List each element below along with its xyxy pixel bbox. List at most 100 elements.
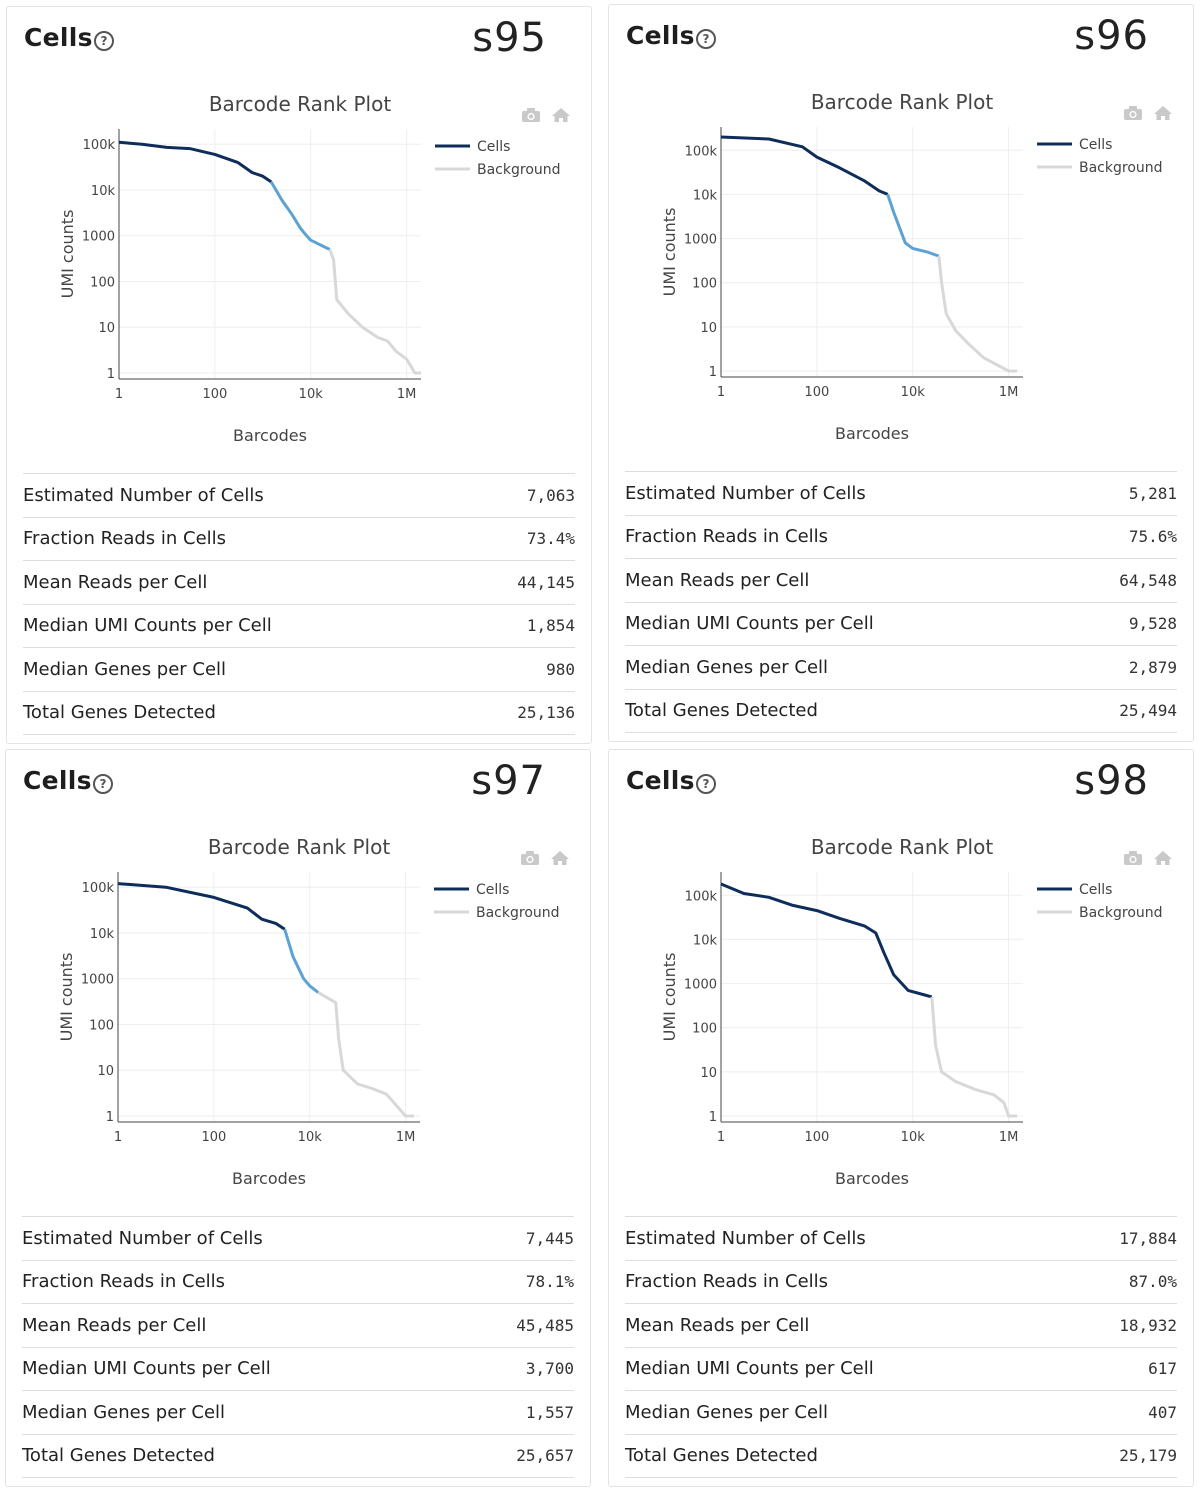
x-tick-label: 100 bbox=[201, 1130, 226, 1145]
legend-entry[interactable]: Background bbox=[1079, 160, 1163, 176]
stat-value: 980 bbox=[546, 659, 575, 679]
barcode-rank-chart: Barcode Rank Plot 1 100 10k 1M 1 10 100 1000 10k… bbox=[6, 750, 592, 1210]
camera-icon[interactable] bbox=[1123, 105, 1143, 121]
legend-entry[interactable]: Cells bbox=[1079, 882, 1112, 898]
x-axis-title: Barcodes bbox=[232, 1169, 306, 1188]
chart-modebar bbox=[514, 850, 570, 871]
help-icon[interactable]: ? bbox=[696, 29, 716, 49]
stat-label: Fraction Reads in Cells bbox=[22, 1271, 226, 1293]
stat-label: Median Genes per Cell bbox=[22, 1401, 226, 1423]
stat-row: Mean Reads per Cell 18,932 bbox=[625, 1303, 1177, 1347]
stat-row: Estimated Number of Cells 17,884 bbox=[625, 1216, 1177, 1260]
chart-legend: Cells Background bbox=[435, 139, 561, 178]
stat-row: Median UMI Counts per Cell 3,700 bbox=[22, 1346, 574, 1391]
home-icon[interactable] bbox=[551, 107, 571, 123]
stat-row: Median UMI Counts per Cell 617 bbox=[625, 1346, 1177, 1391]
chart-modebar bbox=[515, 107, 571, 128]
x-tick-label: 1M bbox=[999, 385, 1019, 400]
chart-canvas[interactable]: 1 100 10k 1M 1 10 100 1000 10k 100k Barcodes UMI co… bbox=[6, 750, 592, 1210]
stat-row: Mean Reads per Cell 44,145 bbox=[23, 560, 575, 604]
y-axis-title: UMI counts bbox=[660, 953, 679, 1042]
x-tick-label: 100 bbox=[202, 387, 227, 402]
stat-value: 7,063 bbox=[526, 485, 575, 505]
y-axis-title: UMI counts bbox=[57, 953, 76, 1042]
stat-value: 2,879 bbox=[1128, 657, 1177, 677]
stat-row: Estimated Number of Cells 7,445 bbox=[22, 1216, 574, 1260]
stats-table: Estimated Number of Cells 7,445 Fraction… bbox=[22, 1216, 574, 1478]
stat-label: Fraction Reads in Cells bbox=[625, 1271, 829, 1293]
stat-row: Fraction Reads in Cells 73.4% bbox=[23, 516, 575, 561]
x-tick-label: 10k bbox=[901, 1130, 926, 1145]
cells-series-line bbox=[118, 140, 273, 184]
stat-row: Fraction Reads in Cells 87.0% bbox=[625, 1259, 1177, 1304]
stat-label: Median UMI Counts per Cell bbox=[625, 613, 874, 635]
cells-panel: Cells ? s97 Barcode Rank Plot 1 100 10k 1M 1… bbox=[5, 749, 591, 1487]
camera-icon[interactable] bbox=[521, 107, 541, 123]
background-series-line bbox=[317, 991, 414, 1118]
x-axis-title: Barcodes bbox=[233, 426, 307, 445]
legend-entry[interactable]: Cells bbox=[1079, 137, 1112, 153]
stat-value: 25,179 bbox=[1119, 1446, 1177, 1466]
home-icon[interactable] bbox=[1153, 850, 1173, 866]
stat-value: 1,854 bbox=[526, 616, 575, 636]
stat-label: Estimated Number of Cells bbox=[625, 482, 866, 504]
stat-label: Estimated Number of Cells bbox=[22, 1227, 263, 1249]
stat-value: 18,932 bbox=[1119, 1315, 1177, 1335]
camera-icon[interactable] bbox=[1123, 850, 1143, 866]
y-tick-label: 10k bbox=[693, 933, 718, 948]
y-tick-label: 100k bbox=[685, 144, 718, 159]
y-tick-label: 10 bbox=[700, 321, 717, 336]
chart-canvas[interactable]: 1 100 10k 1M 1 10 100 1000 10k 100k Barcodes UMI co… bbox=[609, 5, 1195, 465]
chart-title: Barcode Rank Plot bbox=[208, 92, 392, 116]
panel-title: Cells bbox=[24, 23, 93, 52]
stat-label: Mean Reads per Cell bbox=[22, 1314, 207, 1336]
help-icon[interactable]: ? bbox=[696, 774, 716, 794]
stat-value: 407 bbox=[1148, 1402, 1177, 1422]
y-axis-title: UMI counts bbox=[58, 210, 77, 299]
chart-legend: Cells Background bbox=[1037, 882, 1163, 921]
chart-canvas[interactable]: 1 100 10k 1M 1 10 100 1000 10k 100k Barcodes UMI co… bbox=[7, 7, 593, 467]
legend-entry[interactable]: Background bbox=[476, 905, 560, 921]
stat-value: 617 bbox=[1148, 1359, 1177, 1379]
stat-row: Estimated Number of Cells 7,063 bbox=[23, 473, 575, 517]
stat-row: Mean Reads per Cell 45,485 bbox=[22, 1303, 574, 1347]
stat-label: Estimated Number of Cells bbox=[23, 484, 264, 506]
stat-row: Fraction Reads in Cells 75.6% bbox=[625, 514, 1177, 559]
x-axis-title: Barcodes bbox=[835, 1169, 909, 1188]
home-icon[interactable] bbox=[1153, 105, 1173, 121]
stat-value: 25,657 bbox=[516, 1446, 574, 1466]
chart-canvas[interactable]: 1 100 10k 1M 1 10 100 1000 10k 100k Barcodes UMI co… bbox=[609, 750, 1195, 1210]
y-tick-label: 1000 bbox=[684, 233, 717, 248]
legend-entry[interactable]: Background bbox=[477, 162, 561, 178]
help-icon[interactable]: ? bbox=[93, 774, 113, 794]
stat-row: Total Genes Detected 25,657 bbox=[22, 1433, 574, 1478]
stat-value: 7,445 bbox=[525, 1228, 574, 1248]
stat-label: Median Genes per Cell bbox=[625, 656, 829, 678]
panel-title: Cells bbox=[23, 766, 92, 795]
home-icon[interactable] bbox=[550, 850, 570, 866]
stat-label: Total Genes Detected bbox=[625, 700, 818, 722]
stat-row: Estimated Number of Cells 5,281 bbox=[625, 471, 1177, 515]
sample-id: s98 bbox=[1074, 758, 1149, 804]
stat-label: Total Genes Detected bbox=[22, 1445, 215, 1467]
stat-label: Mean Reads per Cell bbox=[23, 571, 208, 593]
legend-entry[interactable]: Background bbox=[1079, 905, 1163, 921]
stat-row: Median Genes per Cell 2,879 bbox=[625, 645, 1177, 689]
chart-modebar bbox=[1117, 850, 1173, 871]
sample-id: s97 bbox=[471, 758, 546, 804]
stat-row: Total Genes Detected 25,179 bbox=[625, 1433, 1177, 1478]
stat-row: Median UMI Counts per Cell 1,854 bbox=[23, 603, 575, 648]
stat-value: 64,548 bbox=[1119, 570, 1177, 590]
y-axis-title: UMI counts bbox=[660, 208, 679, 297]
stats-table: Estimated Number of Cells 5,281 Fraction… bbox=[625, 471, 1177, 733]
x-tick-label: 1 bbox=[114, 1130, 122, 1145]
cells-series-line bbox=[720, 882, 933, 999]
stats-table: Estimated Number of Cells 7,063 Fraction… bbox=[23, 473, 575, 735]
legend-entry[interactable]: Cells bbox=[477, 139, 510, 155]
camera-icon[interactable] bbox=[520, 850, 540, 866]
legend-entry[interactable]: Cells bbox=[476, 882, 509, 898]
stat-row: Median Genes per Cell 1,557 bbox=[22, 1390, 574, 1434]
y-tick-label: 100k bbox=[83, 138, 116, 153]
cells-panel: Cells ? s95 Barcode Rank Plot 1 100 10k 1M 1… bbox=[6, 6, 592, 744]
help-icon[interactable]: ? bbox=[94, 31, 114, 51]
